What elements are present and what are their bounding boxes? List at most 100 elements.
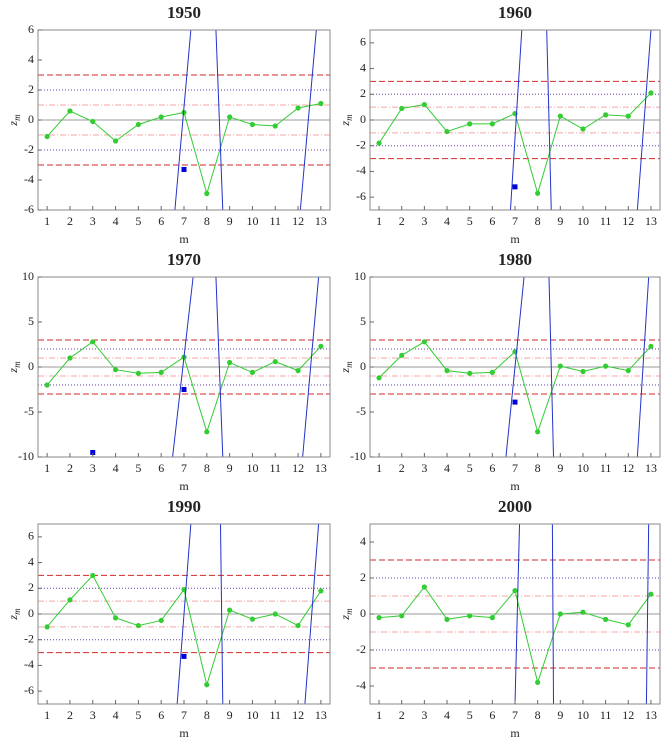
x-tick-label: 1 bbox=[376, 214, 382, 228]
y-tick-label: 10 bbox=[354, 269, 366, 283]
y-tick-label: 0 bbox=[28, 606, 34, 620]
x-tick-label: 13 bbox=[645, 708, 657, 722]
x-tick-label: 2 bbox=[67, 461, 73, 475]
x-axis-label: m bbox=[179, 726, 189, 740]
y-axis-label-main: z bbox=[6, 121, 20, 127]
x-tick-label: 5 bbox=[135, 708, 141, 722]
point bbox=[272, 123, 278, 129]
x-tick-label: 13 bbox=[645, 214, 657, 228]
x-tick-label: 10 bbox=[577, 214, 589, 228]
point bbox=[318, 100, 324, 107]
y-tick-label: 5 bbox=[360, 314, 366, 328]
x-tick-label: 9 bbox=[227, 708, 233, 722]
y-tick-label: 4 bbox=[28, 554, 34, 568]
x-tick-label: 10 bbox=[246, 214, 258, 228]
plot-area bbox=[370, 524, 660, 704]
x-tick-label: 12 bbox=[622, 461, 634, 475]
x-tick-label: 6 bbox=[489, 461, 495, 475]
x-tick-label: 12 bbox=[622, 214, 634, 228]
x-axis-label: m bbox=[510, 479, 520, 493]
x-tick-label: 1 bbox=[44, 214, 50, 228]
point bbox=[535, 429, 541, 435]
y-axis-label-sub: m bbox=[344, 114, 354, 121]
point bbox=[90, 118, 96, 125]
x-tick-label: 8 bbox=[204, 214, 210, 228]
x-axis-label: m bbox=[510, 726, 520, 740]
y-tick-label: -2 bbox=[24, 142, 34, 156]
point bbox=[535, 190, 541, 196]
x-tick-label: 7 bbox=[181, 214, 187, 228]
point bbox=[204, 429, 210, 435]
point bbox=[648, 90, 654, 96]
x-tick-label: 2 bbox=[399, 461, 405, 475]
y-tick-label: 2 bbox=[28, 580, 34, 594]
y-tick-label: 0 bbox=[28, 112, 34, 126]
chart-title: 1980 bbox=[498, 250, 532, 269]
y-tick-label: 0 bbox=[360, 112, 366, 126]
x-tick-label: 7 bbox=[512, 708, 518, 722]
x-tick-label: 1 bbox=[376, 461, 382, 475]
x-tick-label: 2 bbox=[399, 214, 405, 228]
x-tick-label: 5 bbox=[135, 461, 141, 475]
x-tick-label: 2 bbox=[399, 708, 405, 722]
point bbox=[204, 190, 210, 197]
x-tick-label: 12 bbox=[292, 708, 304, 722]
x-tick-label: 4 bbox=[444, 708, 450, 722]
point bbox=[625, 368, 631, 374]
x-tick-label: 7 bbox=[181, 708, 187, 722]
point bbox=[580, 126, 586, 132]
x-tick-label: 8 bbox=[535, 214, 541, 228]
point bbox=[603, 363, 609, 369]
point bbox=[112, 138, 119, 144]
y-tick-label: 4 bbox=[360, 60, 366, 74]
x-tick-label: 11 bbox=[269, 214, 281, 228]
x-tick-label: 7 bbox=[181, 461, 187, 475]
point bbox=[444, 616, 450, 623]
x-tick-label: 12 bbox=[292, 461, 304, 475]
y-tick-label: 2 bbox=[28, 82, 34, 96]
series-line bbox=[505, 277, 650, 457]
x-tick-label: 6 bbox=[158, 214, 164, 228]
point bbox=[67, 597, 73, 603]
point bbox=[603, 112, 609, 118]
x-tick-label: 10 bbox=[246, 461, 258, 475]
x-tick-label: 11 bbox=[269, 708, 281, 722]
y-axis-label: zm bbox=[6, 608, 22, 621]
y-tick-label: 10 bbox=[22, 269, 34, 283]
x-tick-label: 11 bbox=[600, 708, 612, 722]
y-tick-label: 2 bbox=[360, 86, 366, 100]
x-tick-label: 1 bbox=[44, 708, 50, 722]
x-tick-label: 6 bbox=[489, 708, 495, 722]
point bbox=[44, 624, 50, 630]
x-tick-label: 1 bbox=[44, 461, 50, 475]
x-tick-label: 2 bbox=[67, 214, 73, 228]
x-tick-label: 8 bbox=[204, 461, 210, 475]
point bbox=[158, 369, 164, 375]
point bbox=[318, 343, 324, 349]
y-axis-label-sub: m bbox=[12, 361, 22, 368]
x-tick-label: 12 bbox=[292, 214, 304, 228]
point bbox=[272, 359, 278, 365]
point bbox=[512, 588, 518, 594]
y-axis-label-main: z bbox=[6, 368, 20, 374]
y-tick-label: -5 bbox=[356, 404, 366, 418]
y-tick-label: -6 bbox=[24, 683, 34, 697]
x-tick-label: 6 bbox=[489, 214, 495, 228]
point bbox=[625, 113, 631, 119]
point bbox=[648, 343, 654, 349]
point bbox=[249, 369, 256, 375]
x-tick-label: 11 bbox=[600, 461, 612, 475]
y-axis-label: zm bbox=[6, 114, 22, 127]
x-tick-label: 3 bbox=[90, 214, 96, 228]
point bbox=[512, 399, 518, 405]
point bbox=[249, 121, 256, 128]
point bbox=[181, 167, 187, 172]
x-axis-label: m bbox=[179, 479, 189, 493]
point bbox=[580, 368, 586, 375]
x-tick-label: 9 bbox=[227, 214, 233, 228]
y-tick-label: 4 bbox=[360, 534, 366, 548]
y-tick-label: 5 bbox=[28, 314, 34, 328]
point bbox=[557, 611, 563, 617]
